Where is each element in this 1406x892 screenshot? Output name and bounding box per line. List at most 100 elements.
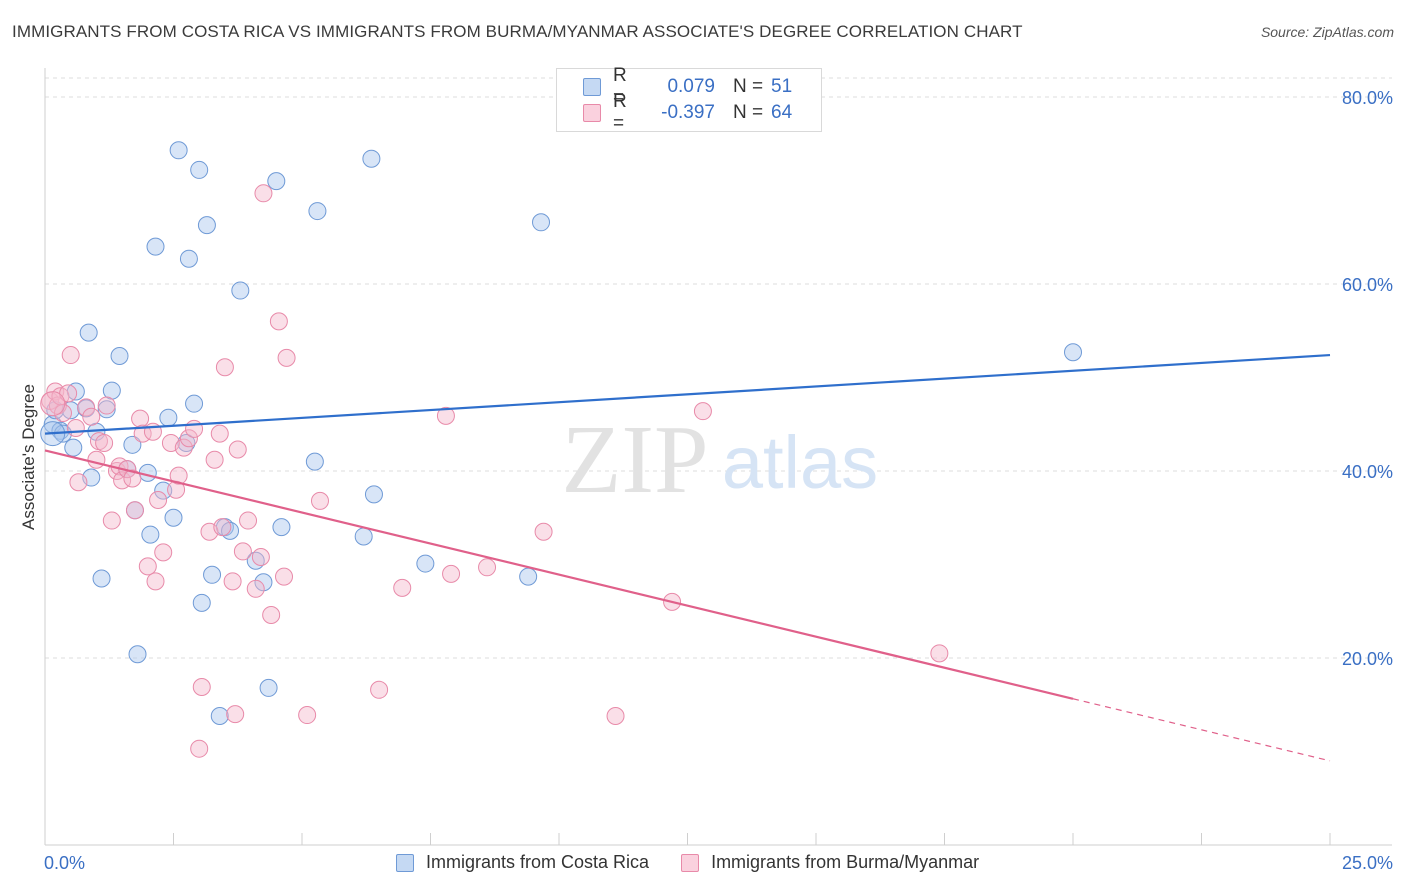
r-value: -0.397	[661, 102, 715, 123]
burma-point	[123, 469, 142, 488]
costa-rica-point	[203, 565, 222, 584]
burma-point	[66, 418, 85, 437]
burma-point	[87, 450, 106, 469]
costa-rica-point	[197, 216, 216, 235]
source-label: Source: ZipAtlas.com	[1260, 24, 1394, 40]
costa-rica-point	[305, 452, 324, 471]
burma-point	[277, 348, 296, 367]
costa-rica-point	[110, 346, 129, 365]
burma-point	[154, 543, 173, 562]
burma-point	[233, 542, 252, 561]
costa-rica-point	[364, 485, 383, 504]
x-tick-label: 0.0%	[44, 853, 85, 873]
costa-rica-point	[154, 481, 173, 500]
costa-rica-point	[267, 172, 286, 191]
burma-point	[262, 605, 281, 624]
costa-rica-point	[354, 527, 373, 546]
x-tick-label: 25.0%	[1342, 853, 1393, 873]
costa-rica-point	[179, 249, 198, 268]
y-tick-label: 40.0%	[1342, 462, 1393, 482]
costa-rica-point	[231, 281, 250, 300]
burma-point	[226, 705, 245, 724]
watermark-zip: ZIP	[562, 406, 709, 514]
watermark: ZIP atlas	[562, 406, 879, 514]
r-label: R =	[613, 91, 627, 134]
costa-rica-point	[146, 237, 165, 256]
legend-swatch-costa-rica	[583, 78, 601, 96]
burma-point	[930, 644, 949, 663]
r-label: R =	[613, 65, 627, 108]
n-label: N =	[733, 102, 764, 123]
burma-point	[77, 398, 96, 417]
burma-point	[61, 346, 80, 365]
legend-label-costa-rica: Immigrants from Costa Rica	[426, 852, 650, 872]
costa-rica-point	[210, 706, 229, 725]
burma-point	[69, 473, 88, 492]
burma-point	[275, 567, 294, 586]
burma-point	[169, 466, 188, 485]
costa-rica-point	[190, 160, 209, 179]
burma-point	[310, 491, 329, 510]
burma-point	[185, 419, 204, 438]
tick-labels: 20.0% 40.0% 60.0% 80.0% 0.0% 25.0%	[44, 88, 1393, 873]
axes	[44, 68, 1392, 846]
burma-point	[40, 391, 66, 417]
burma-point	[436, 406, 455, 425]
burma-point	[125, 501, 144, 520]
burma-point	[174, 438, 193, 457]
burma-point	[215, 358, 234, 377]
burma-point	[393, 578, 412, 597]
burma-point	[370, 680, 389, 699]
costa-rica-point	[128, 645, 147, 664]
costa-rica-point	[92, 569, 111, 588]
y-axis-label: Associate's Degree	[19, 384, 38, 530]
burma-point	[190, 739, 209, 758]
costa-rica-point	[308, 202, 327, 221]
burma-point	[179, 429, 198, 448]
burma-point	[210, 424, 229, 443]
burma-point	[246, 579, 265, 598]
data-points	[40, 141, 1082, 758]
y-tick-label: 80.0%	[1342, 88, 1393, 108]
r-value: 0.079	[667, 76, 715, 97]
y-tick-label: 20.0%	[1342, 649, 1393, 669]
watermark-atlas: atlas	[722, 421, 878, 504]
burma-point	[251, 548, 270, 567]
burma-point	[138, 557, 157, 576]
stats-legend-row-burma: R = -0.397 N = 64	[583, 91, 792, 134]
burma-point	[534, 522, 553, 541]
legend-swatch-burma	[681, 853, 700, 872]
burma-point	[205, 450, 224, 469]
burma-point	[146, 572, 165, 591]
burma-trendline	[44, 449, 1074, 700]
n-value: 51	[771, 76, 793, 97]
costa-rica-point	[177, 433, 196, 452]
costa-rica-point	[159, 408, 178, 427]
burma-point	[223, 572, 242, 591]
costa-rica-point	[519, 567, 538, 586]
costa-rica-point	[141, 525, 160, 544]
costa-rica-point	[64, 438, 83, 457]
burma-point	[228, 440, 247, 459]
burma-point	[693, 402, 712, 421]
n-label: N =	[733, 76, 764, 97]
burma-point	[82, 407, 101, 426]
legend-swatch-burma	[583, 104, 601, 122]
gridlines	[45, 77, 1392, 659]
burma-point	[298, 706, 317, 725]
legend-item-costa-rica: Immigrants from Costa Rica	[396, 852, 649, 873]
burma-point	[239, 511, 258, 530]
costa-rica-point	[102, 381, 121, 400]
costa-rica-point	[362, 149, 381, 168]
burma-point	[95, 433, 114, 452]
costa-rica-point	[416, 554, 435, 573]
burma-trendline-extension	[1072, 698, 1331, 762]
chart-title: IMMIGRANTS FROM COSTA RICA VS IMMIGRANTS…	[12, 22, 1023, 41]
costa-rica-point	[97, 400, 116, 419]
burma-point	[131, 409, 150, 428]
burma-point	[213, 518, 232, 537]
burma-point	[149, 490, 168, 509]
costa-rica-point	[259, 678, 278, 697]
burma-point	[478, 558, 497, 577]
